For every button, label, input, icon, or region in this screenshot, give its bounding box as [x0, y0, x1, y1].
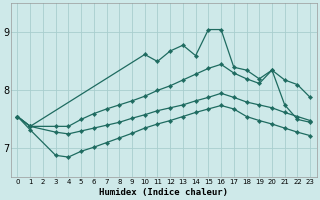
X-axis label: Humidex (Indice chaleur): Humidex (Indice chaleur) [99, 188, 228, 197]
